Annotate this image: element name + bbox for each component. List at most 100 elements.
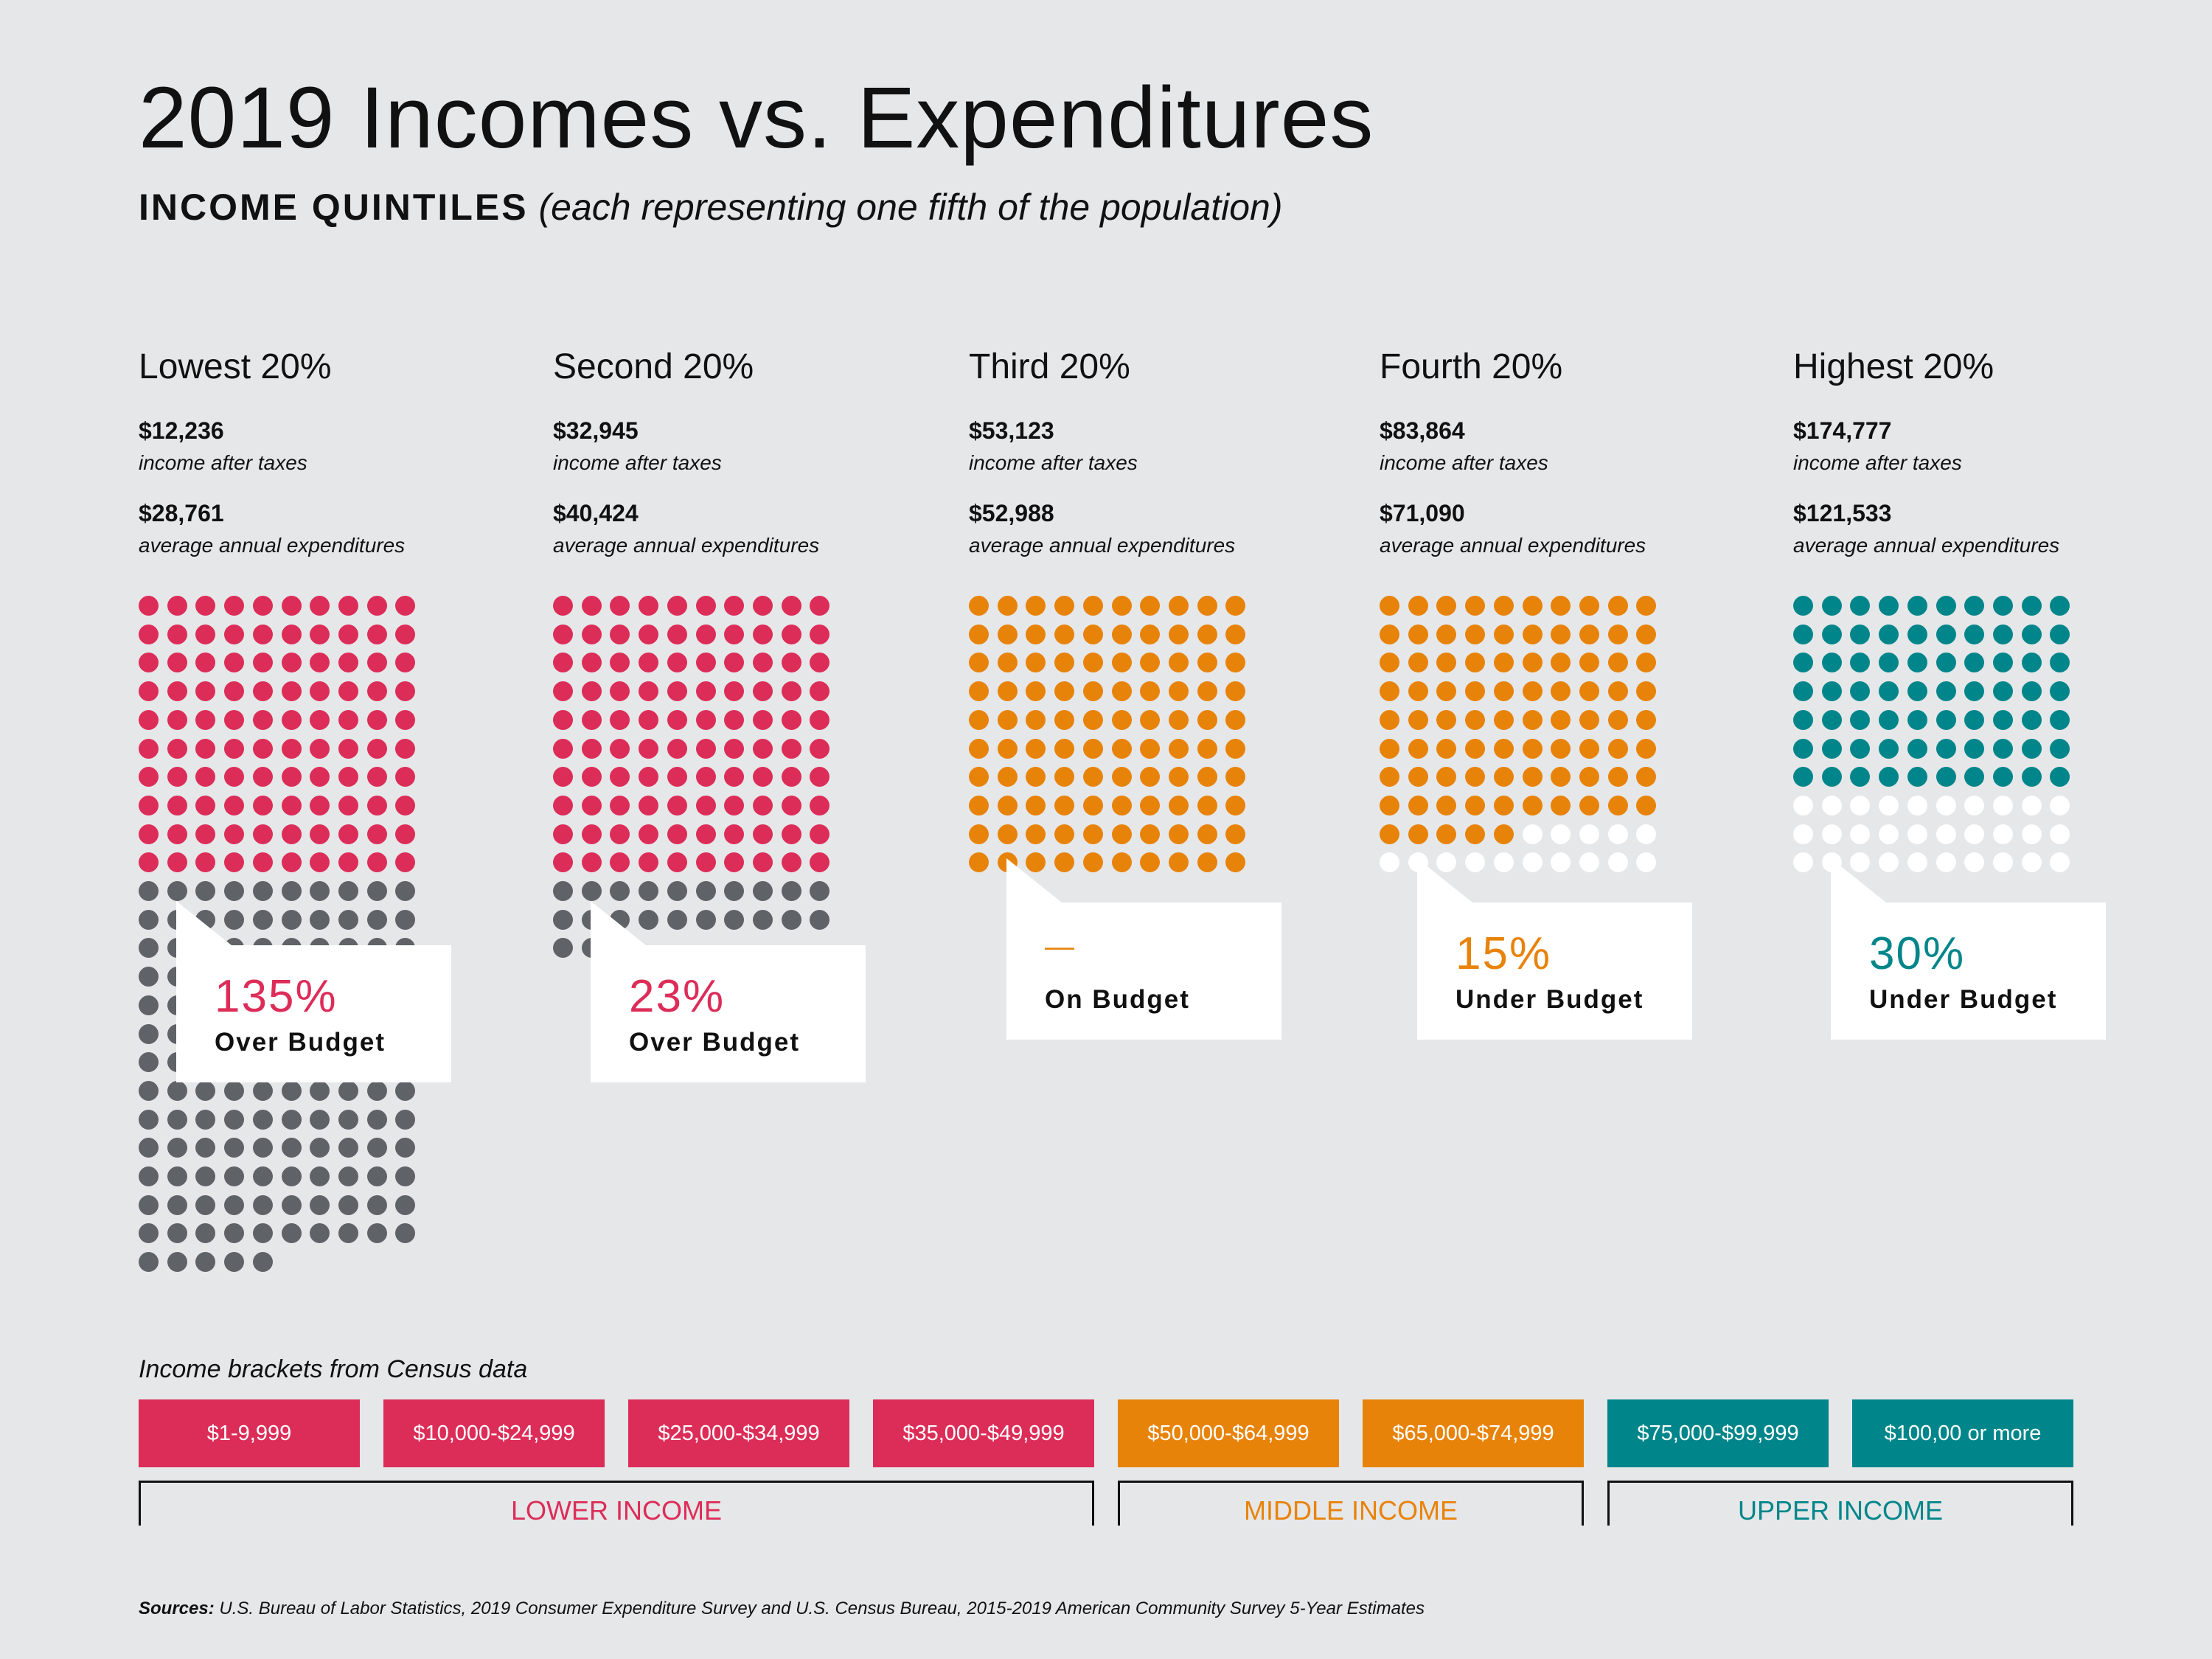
subtitle-bold: INCOME QUINTILES: [139, 187, 529, 228]
dot-over-budget: [581, 909, 602, 930]
dot-spent: [1551, 624, 1571, 644]
dot-spent: [1465, 624, 1486, 644]
dot-over-budget: [366, 1223, 387, 1244]
income-label: income after taxes: [139, 451, 307, 474]
dot-spent: [167, 795, 187, 815]
dot-spent: [224, 681, 245, 702]
dot-over-budget: [395, 1223, 416, 1244]
dot-spent: [752, 824, 773, 844]
dot-over-budget: [281, 881, 302, 901]
dot-spent: [2021, 596, 2042, 616]
dot-spent: [1140, 738, 1161, 759]
dot-spent: [1408, 624, 1428, 644]
dot-spent: [1607, 709, 1628, 730]
dot-over-budget: [167, 909, 187, 930]
quintile-column: Lowest 20% $12,236 income after taxes $2…: [139, 347, 552, 1305]
dot-over-budget: [281, 909, 302, 930]
dot-spent: [1111, 681, 1132, 702]
dot-over-budget: [252, 1223, 273, 1244]
dot-spent: [338, 653, 358, 673]
dot-spent: [139, 596, 159, 616]
dot-spent: [1879, 596, 1899, 616]
dot-spent: [1026, 681, 1046, 702]
dot-unspent: [1935, 852, 1956, 873]
dot-over-budget: [195, 881, 216, 901]
dot-spent: [667, 824, 687, 844]
budget-percent: 135%: [215, 971, 338, 1022]
dot-spent: [1111, 709, 1132, 730]
dot-spent: [667, 738, 687, 759]
dot-spent: [810, 795, 830, 815]
dot-unspent: [1964, 795, 1985, 815]
dot-over-budget: [139, 938, 159, 959]
budget-status: Over Budget: [215, 1028, 386, 1057]
dot-spent: [1493, 795, 1514, 815]
dot-unspent: [1436, 852, 1457, 873]
dot-spent: [1408, 767, 1428, 787]
dot-spent: [581, 852, 602, 873]
dot-spent: [667, 596, 687, 616]
dot-spent: [610, 596, 630, 616]
dot-spent: [1607, 624, 1628, 644]
dot-spent: [1111, 795, 1132, 815]
dot-spent: [553, 653, 573, 673]
dot-spent: [1054, 709, 1075, 730]
dot-over-budget: [139, 1023, 159, 1044]
dot-spent: [1168, 653, 1189, 673]
dot-unspent: [1551, 852, 1571, 873]
income-bracket: $75,000-$99,999: [1607, 1399, 1829, 1467]
dot-spent: [1522, 624, 1543, 644]
dot-spent: [969, 852, 989, 873]
callout-pointer: [176, 901, 232, 945]
dot-over-budget: [139, 1166, 159, 1186]
dot-spent: [1111, 824, 1132, 844]
dot-spent: [1821, 709, 1842, 730]
dot-over-budget: [395, 881, 416, 901]
dot-spent: [610, 795, 630, 815]
dot-spent: [2050, 709, 2070, 730]
dot-spent: [695, 624, 716, 644]
dot-spent: [1579, 624, 1599, 644]
quintile-column: Highest 20% $174,777 income after taxes …: [1793, 347, 2206, 1305]
dot-spent: [1992, 681, 2013, 702]
dot-spent: [695, 824, 716, 844]
dot-over-budget: [195, 1138, 216, 1158]
income-label: income after taxes: [969, 451, 1138, 474]
dot-spent: [639, 824, 659, 844]
dot-over-budget: [139, 1138, 159, 1158]
dot-spent: [1850, 596, 1871, 616]
dot-spent: [1197, 681, 1217, 702]
dot-spent: [1111, 852, 1132, 873]
dot-spent: [1636, 653, 1657, 673]
dot-spent: [366, 709, 387, 730]
dot-spent: [1026, 767, 1046, 787]
dot-over-budget: [252, 1138, 273, 1158]
dot-spent: [366, 624, 387, 644]
dot-spent: [752, 738, 773, 759]
dot-spent: [1026, 709, 1046, 730]
dot-over-budget: [139, 909, 159, 930]
dot-over-budget: [781, 881, 801, 901]
dot-over-budget: [781, 909, 801, 930]
dot-spent: [252, 624, 273, 644]
dot-spent: [1380, 795, 1399, 815]
dot-spent: [224, 824, 245, 844]
dot-spent: [310, 681, 330, 702]
dot-spent: [2050, 653, 2070, 673]
budget-status: Under Budget: [1455, 985, 1644, 1014]
dot-over-budget: [610, 881, 630, 901]
dot-spent: [2021, 681, 2042, 702]
dot-spent: [1992, 653, 2013, 673]
dot-spent: [310, 624, 330, 644]
dot-spent: [395, 824, 416, 844]
dot-spent: [1054, 681, 1075, 702]
dot-spent: [281, 681, 302, 702]
dot-spent: [667, 653, 687, 673]
dot-over-budget: [338, 909, 358, 930]
dot-spent: [781, 653, 801, 673]
dot-spent: [310, 738, 330, 759]
dot-spent: [752, 653, 773, 673]
dot-over-budget: [224, 1166, 245, 1186]
dot-spent: [1522, 709, 1543, 730]
dot-spent: [1082, 596, 1103, 616]
